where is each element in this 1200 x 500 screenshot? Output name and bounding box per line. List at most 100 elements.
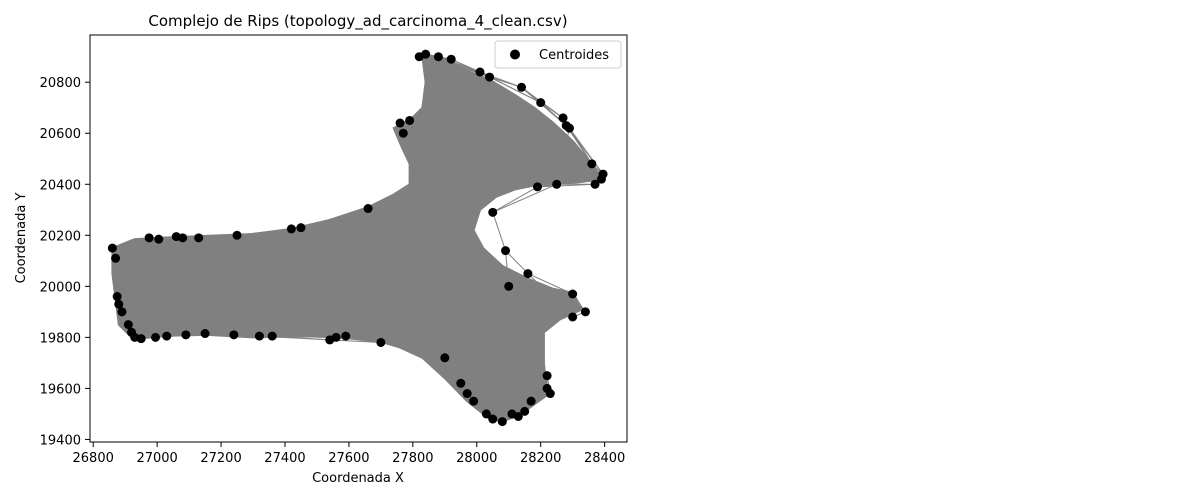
centroid-point: [123, 320, 133, 330]
rips-edge: [489, 76, 541, 104]
rips-edge: [556, 128, 570, 185]
y-tick-label: 19600: [40, 382, 81, 397]
x-tick-label: 28000: [456, 451, 497, 466]
centroid-point: [523, 269, 533, 279]
centroid-point: [469, 396, 479, 406]
centroid-point: [178, 233, 188, 243]
centroid-points: [107, 49, 608, 427]
plot-frame: [89, 34, 628, 443]
x-tick-label: 27400: [264, 451, 305, 466]
rips-edge: [505, 250, 529, 274]
centroid-point: [136, 334, 146, 344]
centroid-point: [229, 330, 239, 340]
centroid-point: [590, 179, 600, 189]
y-tick-label: 19800: [40, 331, 81, 346]
x-axis-title: Coordenada X: [312, 471, 404, 486]
centroid-point: [286, 224, 296, 234]
rips-edge: [492, 212, 507, 251]
rips-edge: [537, 163, 593, 188]
rips-edge: [128, 324, 186, 336]
centroid-point: [200, 329, 210, 339]
centroid-point: [536, 98, 546, 108]
centroid-point: [117, 307, 127, 317]
legend-label: Centroides: [539, 48, 609, 63]
centroid-point: [376, 337, 386, 347]
centroid-point: [446, 54, 456, 64]
centroid-point: [504, 281, 514, 291]
y-tick-label: 20800: [40, 76, 81, 91]
x-tick-label: 27800: [392, 451, 433, 466]
centroid-point: [296, 223, 306, 233]
x-tick-label: 28200: [520, 451, 561, 466]
centroid-point: [395, 118, 405, 128]
x-tick-label: 26800: [73, 451, 114, 466]
plot-area: [89, 34, 628, 443]
rips-edge: [556, 173, 604, 185]
x-tick-label: 27600: [328, 451, 369, 466]
centroid-point: [481, 409, 491, 419]
centroid-point: [151, 332, 161, 342]
rips-edge: [524, 393, 551, 412]
centroid-point: [497, 417, 507, 427]
centroid-point: [513, 411, 523, 421]
centroid-point: [568, 289, 578, 299]
chart-title: Complejo de Rips (topology_ad_carcinoma_…: [148, 12, 567, 31]
centroid-point: [114, 299, 124, 309]
rips-edge: [489, 76, 522, 88]
centroid-point: [421, 49, 431, 59]
rips-edge: [115, 237, 183, 259]
centroid-point: [488, 414, 498, 424]
rips-edge: [128, 324, 167, 337]
edge-mesh: [111, 55, 605, 423]
centroid-point: [107, 243, 117, 253]
rips-edge: [527, 273, 574, 318]
rips-edge: [300, 208, 369, 229]
rips-edge: [505, 250, 510, 287]
rips-edge: [540, 102, 564, 119]
rips-edge: [345, 335, 381, 343]
centroid-point: [267, 331, 277, 341]
centroid-point: [433, 52, 443, 62]
rips-edge: [198, 234, 238, 239]
rips-edge: [486, 393, 551, 415]
centroid-point: [552, 179, 562, 189]
legend: Centroides: [494, 40, 622, 69]
x-tick-label: 27000: [136, 451, 177, 466]
centroid-point: [520, 406, 530, 416]
centroid-point: [517, 82, 527, 92]
rips-edge: [530, 375, 548, 402]
rips-edge: [511, 375, 548, 415]
centroid-point: [580, 307, 590, 317]
rips-edge: [115, 236, 177, 259]
centroid-point: [154, 234, 164, 244]
rips-edge: [131, 331, 186, 336]
centroid-point: [232, 230, 242, 240]
centroid-point: [568, 312, 578, 322]
legend-box: [494, 40, 622, 69]
y-tick-label: 20200: [40, 229, 81, 244]
centroid-point: [542, 371, 552, 381]
centroid-point: [194, 233, 204, 243]
rips-edge: [121, 311, 187, 336]
centroid-point: [545, 389, 555, 399]
rips-edge: [524, 388, 548, 412]
rips-edge: [128, 324, 156, 338]
y-tick-label: 20000: [40, 280, 81, 295]
rips-edge: [115, 237, 150, 259]
x-tick-label: 28400: [584, 451, 625, 466]
y-axis: 19400 19600 19800 20000 20200 20400 20600 20800: [40, 76, 90, 448]
rips-edge: [112, 237, 150, 249]
rips-edge: [272, 335, 337, 338]
legend-marker: [510, 49, 520, 60]
rips-edge: [556, 163, 593, 185]
y-tick-label: 20400: [40, 178, 81, 193]
centroid-point: [456, 378, 466, 388]
centroid-point: [181, 330, 191, 340]
centroid-point: [558, 113, 568, 123]
rips-edge: [380, 341, 445, 359]
centroid-point: [564, 123, 574, 133]
centroid-point: [501, 246, 511, 256]
x-tick-label: 27200: [200, 451, 241, 466]
rips-edge: [527, 273, 573, 295]
